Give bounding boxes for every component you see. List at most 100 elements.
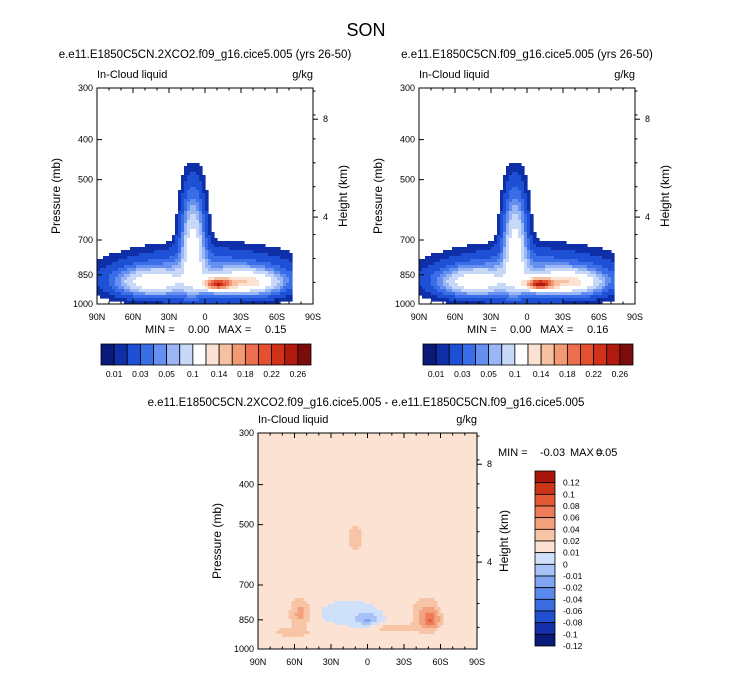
contour-cell [142, 259, 146, 263]
contour-cell [527, 211, 531, 215]
contour-cell [145, 283, 149, 287]
contour-cell [127, 292, 131, 296]
contour-cell [515, 217, 519, 221]
contour-cell [244, 259, 248, 263]
contour-cell [232, 256, 236, 260]
contour-cell [425, 445, 429, 449]
contour-cell [449, 460, 454, 464]
contour-cell [346, 490, 350, 494]
contour-cell [262, 244, 266, 248]
contour-cell [205, 277, 209, 281]
contour-cell [267, 451, 271, 455]
contour-cell [184, 286, 188, 290]
contour-cell [199, 187, 203, 191]
contour-cell [267, 475, 271, 479]
contour-cell [593, 289, 597, 293]
contour-cell [178, 238, 182, 242]
contour-cell [533, 271, 537, 275]
contour-cell [267, 487, 271, 491]
contour-cell [258, 469, 262, 473]
contour-cell [446, 283, 450, 287]
contour-cell [300, 445, 305, 449]
contour-cell [488, 265, 492, 269]
contour-cell [297, 439, 302, 443]
contour-cell [349, 466, 353, 470]
contour-cell [291, 451, 296, 455]
contour-cell [340, 487, 344, 491]
contour-cell [443, 487, 448, 491]
contour-cell [385, 469, 390, 473]
contour-cell [563, 295, 567, 299]
contour-cell [331, 448, 335, 452]
contour-cell [394, 484, 399, 488]
contour-cell [503, 241, 507, 245]
contour-cell [461, 292, 465, 296]
contour-cell [100, 292, 104, 296]
contour-cell [596, 268, 600, 272]
contour-cell [285, 457, 290, 461]
contour-cell [506, 214, 510, 218]
contour-cell [364, 469, 369, 473]
contour-cell [121, 283, 125, 287]
contour-cell [214, 271, 218, 275]
contour-cell [193, 232, 197, 236]
contour-cell [569, 286, 573, 290]
contour-cell [425, 481, 429, 485]
contour-cell [518, 289, 522, 293]
contour-cell [205, 226, 209, 230]
contour-cell [280, 262, 284, 266]
contour-cell [388, 484, 393, 488]
contour-cell [455, 268, 459, 272]
contour-cell [503, 223, 507, 227]
contour-cell [373, 457, 378, 461]
contour-cell [482, 277, 486, 281]
contour-cell [608, 256, 612, 260]
contour-cell [226, 298, 230, 302]
contour-cell [524, 268, 528, 272]
contour-cell [208, 286, 212, 290]
contour-cell [391, 442, 396, 446]
contour-cell [376, 445, 381, 449]
contour-cell [512, 208, 516, 212]
contour-cell [515, 274, 519, 278]
contour-cell [199, 214, 203, 218]
contour-cell [611, 262, 615, 266]
contour-cell [324, 499, 329, 503]
contour-cell [190, 250, 194, 254]
contour-cell [220, 241, 224, 245]
contour-cell [184, 190, 188, 194]
contour-cell [443, 292, 447, 296]
contour-cell [196, 175, 200, 179]
contour-cell [385, 463, 390, 467]
contour-cell [428, 436, 432, 440]
contour-cell [452, 442, 457, 446]
colorbar-swatch [113, 343, 128, 366]
contour-cell [608, 268, 612, 272]
contour-cell [410, 436, 414, 440]
contour-cell [512, 229, 516, 233]
contour-cell [578, 250, 582, 254]
contour-cell [458, 442, 463, 446]
contour-cell [312, 490, 317, 494]
contour-cell [400, 478, 405, 482]
contour-cell [199, 280, 203, 284]
contour-cell [136, 295, 140, 299]
contour-cell [241, 253, 245, 257]
contour-cell [434, 265, 438, 269]
contour-cell [253, 247, 257, 251]
contour-cell [512, 277, 516, 281]
contour-cell [500, 256, 504, 260]
contour-cell [184, 229, 188, 233]
contour-cell [208, 241, 212, 245]
contour-cell [593, 301, 597, 304]
contour-cell [470, 433, 475, 437]
contour-cell [515, 205, 519, 209]
contour-cell [175, 295, 179, 299]
contour-cell [282, 439, 286, 443]
contour-cell [247, 259, 251, 263]
contour-cell [355, 493, 359, 497]
contour-cell [361, 460, 366, 464]
x-tick-label: 30S [555, 312, 571, 322]
contour-cell [443, 502, 448, 506]
